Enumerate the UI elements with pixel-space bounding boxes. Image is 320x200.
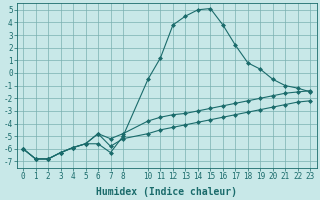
X-axis label: Humidex (Indice chaleur): Humidex (Indice chaleur) (96, 186, 237, 197)
